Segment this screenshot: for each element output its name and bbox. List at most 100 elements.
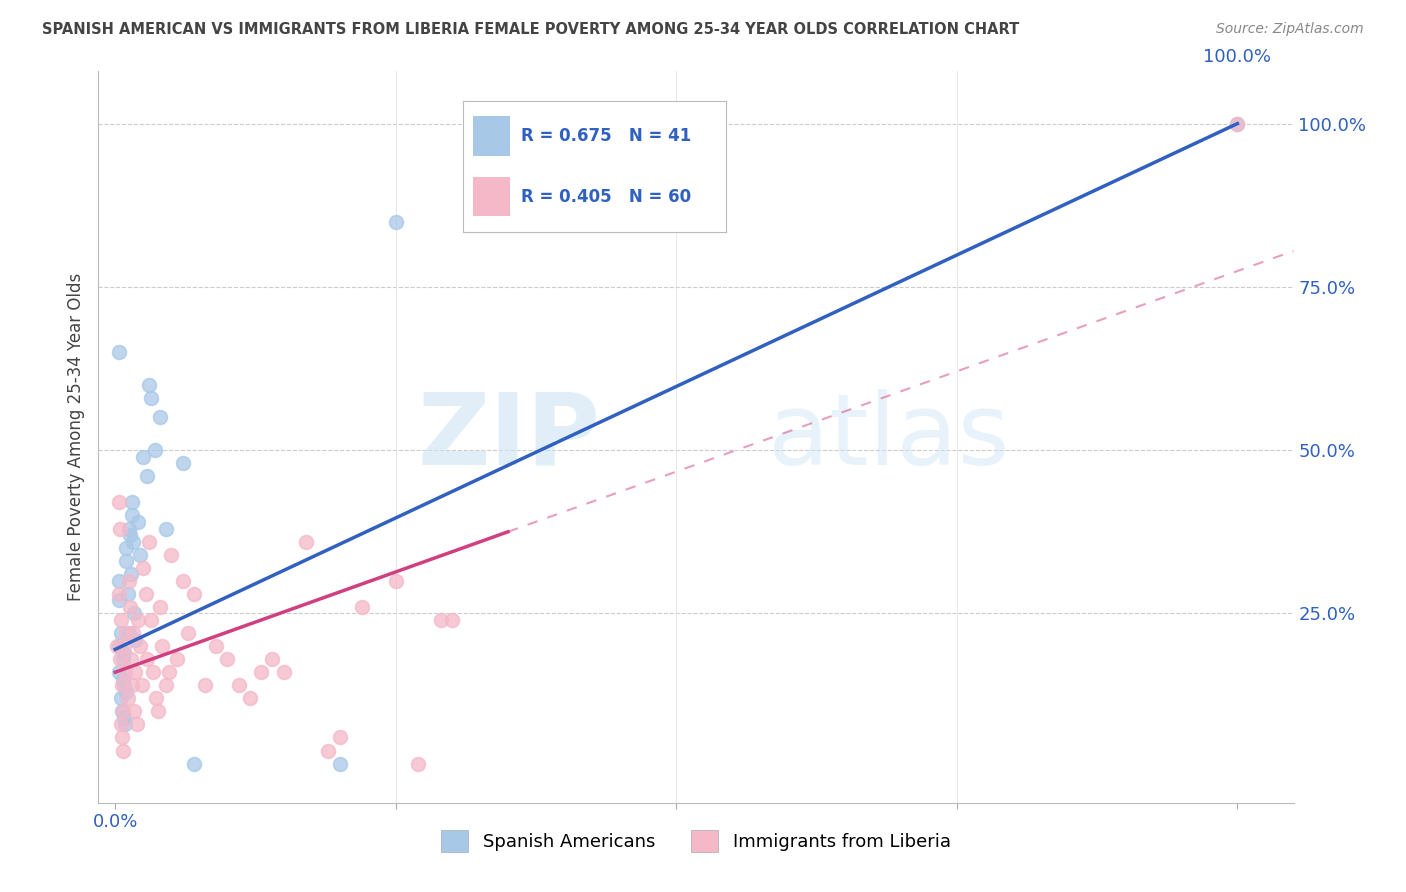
Point bbox=[110, 717, 132, 731]
Point bbox=[112, 678, 135, 692]
Point bbox=[157, 665, 180, 680]
Point bbox=[110, 691, 132, 706]
Point bbox=[149, 410, 172, 425]
Point bbox=[120, 567, 142, 582]
Point bbox=[143, 443, 166, 458]
Point bbox=[114, 665, 136, 680]
Point bbox=[110, 626, 132, 640]
Point bbox=[122, 626, 145, 640]
Point bbox=[131, 678, 153, 692]
Point bbox=[149, 599, 172, 614]
Text: atlas: atlas bbox=[768, 389, 1010, 485]
Point bbox=[121, 678, 143, 692]
Point bbox=[205, 639, 228, 653]
Point bbox=[127, 613, 149, 627]
Point bbox=[107, 639, 129, 653]
Point bbox=[112, 672, 135, 686]
Point bbox=[118, 626, 141, 640]
Point bbox=[138, 377, 160, 392]
Point bbox=[155, 678, 177, 692]
Point bbox=[385, 574, 408, 588]
Point bbox=[115, 685, 138, 699]
Point bbox=[146, 705, 169, 719]
Point bbox=[124, 607, 146, 621]
Point bbox=[107, 345, 129, 359]
Point bbox=[111, 731, 134, 745]
Point bbox=[118, 574, 141, 588]
Point bbox=[107, 574, 129, 588]
Point bbox=[352, 599, 374, 614]
Point bbox=[228, 678, 250, 692]
Point bbox=[107, 665, 129, 680]
Point bbox=[121, 495, 143, 509]
Point bbox=[194, 678, 217, 692]
Point bbox=[115, 554, 138, 568]
Point bbox=[107, 587, 129, 601]
Point bbox=[250, 665, 273, 680]
Point bbox=[1226, 117, 1249, 131]
Point bbox=[117, 691, 139, 706]
Point bbox=[124, 632, 146, 647]
Point bbox=[329, 756, 352, 771]
Legend: Spanish Americans, Immigrants from Liberia: Spanish Americans, Immigrants from Liber… bbox=[434, 823, 957, 860]
Point bbox=[262, 652, 284, 666]
Point bbox=[142, 665, 165, 680]
Point bbox=[117, 587, 139, 601]
Point bbox=[112, 639, 135, 653]
Point bbox=[132, 560, 155, 574]
Point bbox=[112, 652, 135, 666]
Point bbox=[183, 587, 205, 601]
Point bbox=[217, 652, 239, 666]
Point bbox=[121, 508, 143, 523]
Point bbox=[115, 541, 138, 555]
Point bbox=[138, 534, 160, 549]
Point bbox=[107, 593, 129, 607]
Point bbox=[135, 587, 157, 601]
Point bbox=[124, 705, 146, 719]
Point bbox=[114, 717, 136, 731]
Point bbox=[125, 717, 148, 731]
Point bbox=[127, 515, 149, 529]
Point bbox=[440, 613, 463, 627]
Point bbox=[155, 521, 177, 535]
Point bbox=[118, 599, 141, 614]
Point bbox=[112, 743, 135, 757]
Point bbox=[112, 711, 135, 725]
Point bbox=[124, 665, 146, 680]
Point bbox=[1226, 117, 1249, 131]
Point bbox=[183, 756, 205, 771]
Point bbox=[166, 652, 188, 666]
Point bbox=[135, 652, 157, 666]
Point bbox=[273, 665, 295, 680]
Text: ZIP: ZIP bbox=[418, 389, 600, 485]
Text: SPANISH AMERICAN VS IMMIGRANTS FROM LIBERIA FEMALE POVERTY AMONG 25-34 YEAR OLDS: SPANISH AMERICAN VS IMMIGRANTS FROM LIBE… bbox=[42, 22, 1019, 37]
Point bbox=[135, 469, 157, 483]
Point bbox=[108, 521, 131, 535]
Point bbox=[177, 626, 200, 640]
Point bbox=[129, 639, 152, 653]
Point bbox=[129, 548, 152, 562]
Point bbox=[329, 731, 352, 745]
Point bbox=[110, 613, 132, 627]
Point bbox=[172, 456, 194, 470]
Point bbox=[141, 391, 163, 405]
Point bbox=[172, 574, 194, 588]
Point bbox=[108, 652, 131, 666]
Point bbox=[122, 534, 145, 549]
Point bbox=[406, 756, 429, 771]
Point bbox=[118, 521, 141, 535]
Point bbox=[385, 214, 408, 228]
Point bbox=[107, 639, 129, 653]
Point bbox=[150, 639, 173, 653]
Point bbox=[118, 528, 141, 542]
Point bbox=[318, 743, 340, 757]
Point bbox=[429, 613, 451, 627]
Point bbox=[115, 626, 138, 640]
Point bbox=[112, 646, 135, 660]
Point bbox=[145, 691, 167, 706]
Point bbox=[107, 495, 129, 509]
Point bbox=[141, 613, 163, 627]
Text: Source: ZipAtlas.com: Source: ZipAtlas.com bbox=[1216, 22, 1364, 37]
Point bbox=[239, 691, 262, 706]
Point bbox=[295, 534, 318, 549]
